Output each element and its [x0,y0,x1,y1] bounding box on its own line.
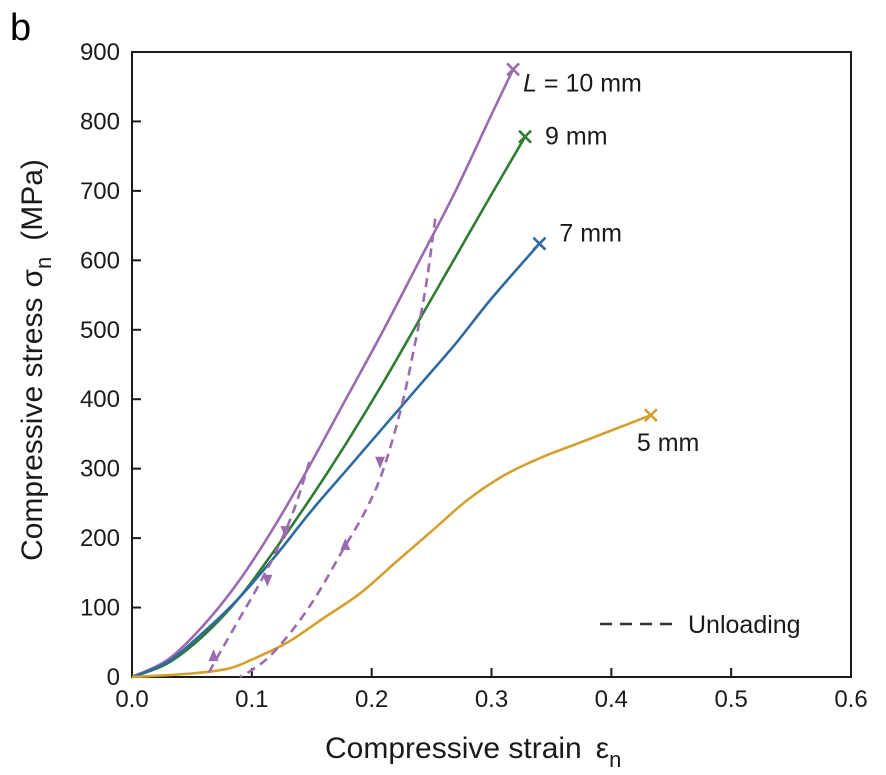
series-label-1: 9 mm [545,123,608,151]
y-tick-label: 400 [80,386,120,413]
x-axis-subscript: n [609,747,621,772]
series-labels: L = 10 mm 9 mm 7 mm 5 mm [523,69,699,457]
y-tick-label: 700 [80,178,120,205]
x-tick-label: 0.2 [355,686,388,713]
panel-label: b [10,7,31,49]
end-marker-2 [532,236,547,251]
svg-text:Compressive stressσn(MPa): Compressive stress σn (MPa) [16,159,56,561]
series-line-3 [131,413,652,679]
x-axis-title-text: Compressive strain [325,732,582,765]
y-tick-label: 0 [107,664,120,691]
unloading-arrow-3 [375,456,386,469]
y-tick-label: 300 [80,456,120,483]
x-tick-label: 0.6 [834,686,867,713]
series-line-2 [131,242,541,679]
unloading-path-1 [239,218,437,679]
x-tick-label: 0.5 [714,686,747,713]
series-line-0 [131,68,515,679]
x-axis: 0.0 0.1 0.2 0.3 0.4 0.5 0.6 [115,668,868,713]
series-label-0: L = 10 mm [523,69,642,97]
end-marker-0 [506,62,520,77]
y-tick-label: 900 [80,39,120,66]
y-axis-unit: (MPa) [16,159,49,241]
series-label-3: 5 mm [637,429,700,457]
series-label-2: 7 mm [559,220,622,248]
unloading-lines [205,218,437,679]
y-tick-label: 100 [80,595,120,622]
y-tick-label: 800 [80,108,120,135]
y-axis-title-text: Compressive stress [16,298,49,561]
x-tick-label: 0.1 [235,686,268,713]
plot-border [131,51,852,678]
x-tick-label: 0.0 [115,686,148,713]
y-tick-label: 600 [80,247,120,274]
y-axis-subscript: n [31,257,56,269]
x-tick-label: 0.3 [475,686,508,713]
unloading-arrow-0 [280,526,291,539]
end-markers [506,62,658,423]
unloading-arrow-4 [340,538,351,551]
unloading-arrow-1 [262,574,273,587]
unloading-path-0 [205,461,311,678]
x-axis-symbol: ε [596,732,609,765]
series-lines [131,68,652,679]
legend-label-unloading: Unloading [688,611,801,639]
series-line-1 [131,136,527,679]
plot-frame [131,51,852,678]
y-axis-title: Compressive stress σn (MPa) [16,159,56,561]
x-axis-title: Compressive strain εn [325,732,621,772]
y-tick-label: 200 [80,525,120,552]
y-tick-label: 500 [80,317,120,344]
legend: Unloading [600,611,801,639]
y-axis-symbol: σ [16,269,49,288]
unloading-arrow-2 [208,649,219,662]
x-tick-label: 0.4 [595,686,628,713]
end-marker-3 [643,408,658,423]
y-axis: 0 100 200 300 400 500 600 700 800 900 [80,39,141,691]
end-marker-1 [518,129,532,144]
